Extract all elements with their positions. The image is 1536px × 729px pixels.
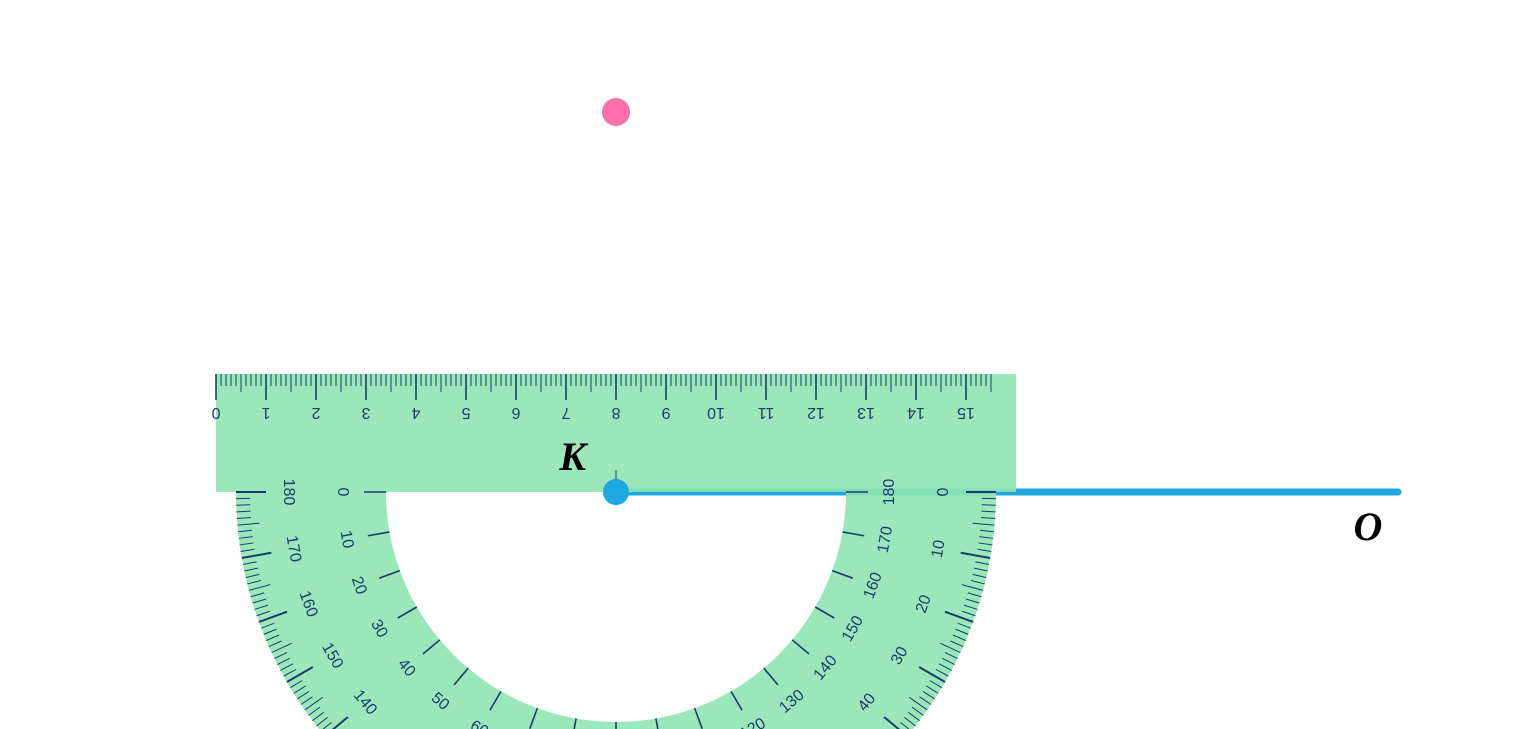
- degree-label-inner: 180: [881, 479, 898, 506]
- degree-label-outer: 10: [929, 539, 949, 560]
- ruler-label: 2: [311, 404, 320, 421]
- ruler-label: 5: [461, 404, 470, 421]
- vertex-k-marker: [603, 479, 629, 505]
- degree-label-outer: 0: [935, 487, 952, 496]
- ruler-label: 1: [261, 404, 270, 421]
- ruler-label: 9: [661, 404, 670, 421]
- ruler-label: 3: [361, 404, 370, 421]
- protractor-scene: 1800170101602015030140401305012060110701…: [0, 0, 1536, 729]
- ruler-label: 6: [511, 404, 520, 421]
- ruler-label: 7: [561, 404, 570, 421]
- degree-label-outer: 180: [280, 479, 297, 506]
- degree-label-inner: 0: [334, 488, 351, 497]
- ruler-label: 0: [211, 404, 220, 421]
- ruler-label: 14: [907, 404, 925, 421]
- label-k: K: [558, 434, 588, 479]
- ruler-label: 11: [758, 404, 775, 421]
- ruler-label: 8: [611, 404, 620, 421]
- ruler-label: 10: [707, 404, 725, 421]
- protractor[interactable]: 1800170101602015030140401305012060110701…: [211, 374, 1016, 729]
- ruler-label: 4: [411, 404, 420, 421]
- ruler-label: 15: [957, 404, 975, 421]
- pink-marker: [602, 98, 630, 126]
- ruler-label: 12: [807, 404, 825, 421]
- label-o: O: [1354, 504, 1383, 549]
- degree-label-inner: 10: [337, 529, 357, 550]
- protractor-body: [216, 374, 1016, 729]
- ruler-label: 13: [857, 404, 875, 421]
